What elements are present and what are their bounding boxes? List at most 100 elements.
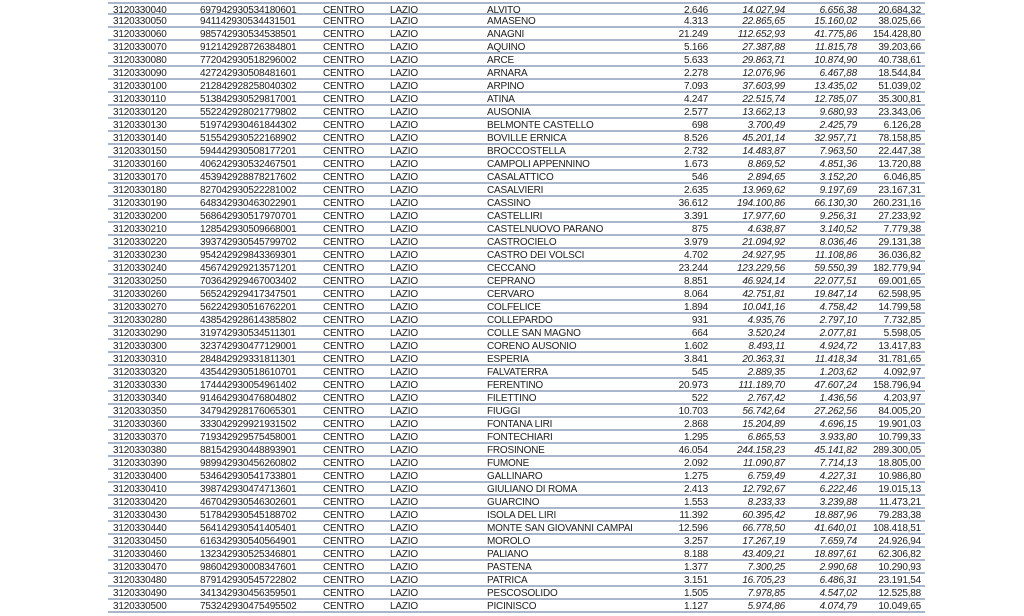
municipality-cell: FIUGGI: [487, 406, 521, 417]
population-cell: 3.979: [683, 237, 708, 248]
area-cell: CENTRO: [323, 523, 365, 534]
value-1-cell: 37.603,99: [742, 81, 785, 92]
value-2-cell: 10.874,90: [814, 55, 857, 66]
region-cell: LAZIO: [390, 315, 418, 326]
municipality-cell: CECCANO: [487, 263, 536, 274]
code-cell: 3120330350: [113, 406, 167, 417]
value-2-cell: 6.656,38: [819, 5, 858, 16]
id-cell: 954242929843369301: [200, 250, 297, 261]
id-cell: 435442930518610701: [200, 367, 297, 378]
value-1-cell: 194.100,86: [736, 198, 785, 209]
region-cell: LAZIO: [390, 224, 418, 235]
table-row: 3120330120 552242928021779802 CENTRO LAZIO A…: [108, 106, 925, 119]
region-cell: LAZIO: [390, 107, 418, 118]
municipality-cell: ESPERIA: [487, 354, 529, 365]
population-cell: 46.054: [678, 445, 709, 456]
municipality-cell: FROSINONE: [487, 445, 545, 456]
id-cell: 568642930517970701: [200, 211, 297, 222]
region-cell: LAZIO: [390, 497, 418, 508]
total-cell: 14.799,58: [878, 302, 921, 313]
area-cell: CENTRO: [323, 419, 365, 430]
municipality-cell: CASALVIERI: [487, 185, 544, 196]
population-cell: 931: [691, 315, 708, 326]
population-cell: 8.188: [683, 549, 708, 560]
population-cell: 1.894: [683, 302, 708, 313]
region-cell: LAZIO: [390, 68, 418, 79]
area-cell: CENTRO: [323, 432, 365, 443]
code-cell: 3120330460: [113, 549, 167, 560]
value-1-cell: 11.090,87: [743, 458, 785, 469]
code-cell: 3120330480: [113, 575, 167, 586]
value-2-cell: 2.990,68: [819, 562, 858, 573]
population-cell: 2.646: [683, 5, 708, 16]
value-2-cell: 45.141,82: [814, 445, 857, 456]
population-cell: 3.257: [683, 536, 708, 547]
table-row: 3120330110 513842930529817001 CENTRO LAZIO A…: [108, 93, 925, 106]
id-cell: 174442930054961402: [200, 380, 297, 391]
code-cell: 3120330300: [113, 341, 167, 352]
value-1-cell: 27.387,88: [742, 42, 785, 53]
code-cell: 3120330160: [113, 159, 167, 170]
total-cell: 289.300,05: [872, 445, 921, 456]
population-cell: 2.868: [683, 419, 708, 430]
value-1-cell: 2.894,65: [747, 172, 786, 183]
total-cell: 29.131,38: [878, 237, 921, 248]
total-cell: 5.598,05: [883, 328, 922, 339]
municipality-cell: CEPRANO: [487, 276, 536, 287]
value-2-cell: 4.924,72: [819, 341, 858, 352]
municipality-cell: MOROLO: [487, 536, 531, 547]
table-row: 3120330450 616342930540564901 CENTRO LAZIO M…: [108, 535, 925, 548]
population-cell: 1.505: [683, 588, 708, 599]
id-cell: 284842929331811301: [200, 354, 296, 365]
total-cell: 24.926,94: [878, 536, 921, 547]
population-cell: 4.702: [683, 250, 708, 261]
id-cell: 438542928614385802: [200, 315, 297, 326]
area-cell: CENTRO: [323, 159, 365, 170]
municipality-cell: ARNARA: [487, 68, 528, 79]
municipality-cell: ALVITO: [487, 5, 521, 16]
value-1-cell: 12.792,67: [742, 484, 785, 495]
value-2-cell: 66.130,30: [814, 198, 857, 209]
value-2-cell: 7.659,74: [819, 536, 858, 547]
table-row: 3120330390 989942930456260802 CENTRO LAZIO F…: [108, 457, 925, 470]
value-2-cell: 1.203,62: [819, 367, 858, 378]
total-cell: 13.720,88: [878, 159, 921, 170]
value-1-cell: 21.094,92: [742, 237, 785, 248]
value-2-cell: 18.897,61: [814, 549, 857, 560]
table-row: 3120330150 594442930508177201 CENTRO LAZIO B…: [108, 145, 925, 158]
code-cell: 3120330060: [113, 29, 167, 40]
area-cell: CENTRO: [323, 146, 365, 157]
population-cell: 4.313: [683, 16, 708, 27]
code-cell: 3120330240: [113, 263, 167, 274]
value-1-cell: 4.935,76: [747, 315, 786, 326]
region-cell: LAZIO: [390, 211, 418, 222]
total-cell: 79.283,38: [878, 510, 921, 521]
table-row: 3120330070 912142928726384801 CENTRO LAZIO A…: [108, 41, 925, 54]
table-row: 3120330260 565242929417347501 CENTRO LAZIO C…: [108, 288, 925, 301]
municipality-cell: AUSONIA: [487, 107, 531, 118]
municipality-cell: ARPINO: [487, 81, 525, 92]
value-1-cell: 8.869,52: [747, 159, 786, 170]
id-cell: 914642930476804802: [200, 393, 297, 404]
region-cell: LAZIO: [390, 185, 418, 196]
id-cell: 393742930545799702: [200, 237, 297, 248]
id-cell: 517842930545188702: [200, 510, 297, 521]
total-cell: 19.901,03: [878, 419, 921, 430]
code-cell: 3120330430: [113, 510, 167, 521]
value-2-cell: 11.108,86: [815, 250, 857, 261]
total-cell: 27.233,92: [878, 211, 921, 222]
table-row: 3120330180 827042930522281002 CENTRO LAZIO C…: [108, 184, 925, 197]
id-cell: 753242930475495502: [200, 601, 297, 612]
value-1-cell: 12.076,96: [742, 68, 785, 79]
id-cell: 513842930529817001: [200, 94, 297, 105]
code-cell: 3120330140: [113, 133, 167, 144]
municipality-cell: CASTELLIRI: [487, 211, 543, 222]
code-cell: 3120330210: [113, 224, 167, 235]
population-cell: 8.064: [683, 289, 708, 300]
code-cell: 3120330040: [113, 5, 167, 16]
code-cell: 3120330110: [113, 94, 166, 105]
region-cell: LAZIO: [390, 588, 418, 599]
value-2-cell: 22.077,51: [814, 276, 857, 287]
table-row: 3120330440 564142930541405401 CENTRO LAZIO M…: [108, 522, 925, 535]
population-cell: 8.851: [683, 276, 708, 287]
